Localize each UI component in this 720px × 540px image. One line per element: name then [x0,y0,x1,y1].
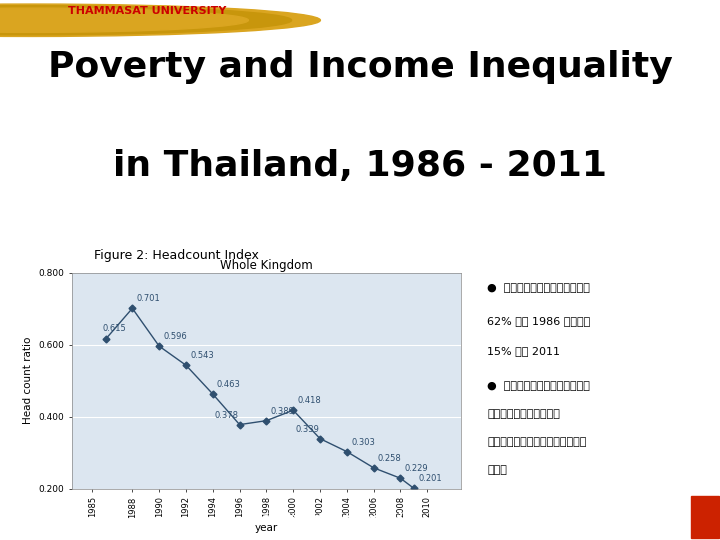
Text: 0.303: 0.303 [351,438,375,447]
X-axis label: year: year [255,523,278,533]
Text: 0.378: 0.378 [215,411,238,420]
Text: in Thailand, 1986 - 2011: in Thailand, 1986 - 2011 [113,150,607,184]
Text: 62% ใน 1986 ลดลง: 62% ใน 1986 ลดลง [487,316,590,326]
Text: 0.229: 0.229 [405,464,428,474]
Text: 0.201: 0.201 [418,475,441,483]
Y-axis label: Head count ratio: Head count ratio [23,337,33,424]
Text: Faculty of Economics: Faculty of Economics [241,512,421,527]
Text: เจน: เจน [487,465,507,475]
Circle shape [0,5,292,35]
Text: Figure 2: Headcount Index: Figure 2: Headcount Index [94,249,258,262]
Text: 0.701: 0.701 [137,294,161,303]
Text: 0.596: 0.596 [163,332,187,341]
Text: ของคนจนลดลง: ของคนจนลดลง [487,409,560,419]
Bar [691,496,719,538]
Text: 0.339: 0.339 [295,425,319,434]
Text: 0.463: 0.463 [217,380,240,389]
Text: 0.389: 0.389 [271,407,294,416]
Text: 0.418: 0.418 [297,396,321,406]
Text: 11: 11 [666,514,680,524]
Text: 0.615: 0.615 [103,324,127,333]
Circle shape [0,8,248,32]
Text: ●  ความเหลื่อมใส: ● ความเหลื่อมใส [487,381,590,391]
Title: Whole Kingdom: Whole Kingdom [220,259,312,272]
Text: THAMMASAT UNIVERSITY: THAMMASAT UNIVERSITY [68,6,227,16]
Text: 0.258: 0.258 [378,454,402,463]
Text: 0.146: 0.146 [0,539,1,540]
Text: อย่างเห็นได้ชัด: อย่างเห็นได้ชัด [487,437,587,447]
Text: 0.543: 0.543 [190,352,214,360]
Text: Poverty and Income Inequality: Poverty and Income Inequality [48,50,672,84]
Text: 15% ใน 2011: 15% ใน 2011 [487,346,560,356]
Text: ●  พบว่าคนจนเป็น: ● พบว่าคนจนเป็น [487,284,590,294]
Circle shape [0,4,320,36]
